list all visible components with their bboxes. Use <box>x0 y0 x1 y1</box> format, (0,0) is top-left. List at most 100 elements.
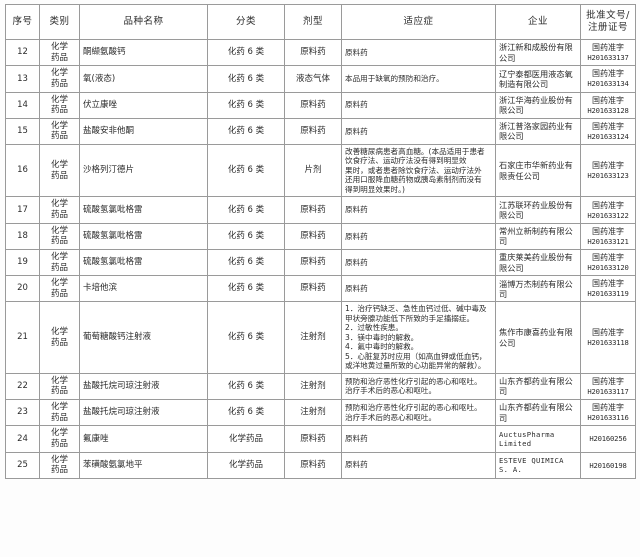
indication-line: 4．氟中毒时的解救。 <box>345 342 419 352</box>
approval-prefix: 国药准字 <box>592 121 624 131</box>
cell-serial-number: 25 <box>5 451 40 479</box>
approval-prefix: 国药准字 <box>592 95 624 105</box>
table-row[interactable]: 15 化学 药品 盐酸安非他酮 化药 6 类原料药 原料药 浙江普洛家园药业有限公司 国药准字… <box>5 117 636 146</box>
cell-category: 化学 药品 <box>39 399 80 427</box>
cell-classification: 化药 6 类 <box>207 91 285 119</box>
category-line2: 药品 <box>50 170 68 181</box>
cell-indication: 原料药 <box>341 222 496 250</box>
cell-dosage-form: 原料药 <box>284 196 342 224</box>
cell-enterprise: 江苏联环药业股份有限公司 <box>495 196 581 224</box>
table-row[interactable]: 21 化学 药品 葡萄糖酸钙注射液 化药 6 类注射剂 1．治疗钙缺乏、急性血钙过低、碱中… <box>5 301 636 374</box>
enterprise-line2: S. A. <box>499 465 523 475</box>
cell-enterprise: 山东齐都药业有限公司 <box>495 399 581 427</box>
column-header-dosage-form: 剂型 <box>284 4 342 40</box>
cell-serial-number: 16 <box>5 143 40 198</box>
indication-line: 预防和治疗恶性化疗引起的恶心和呕吐。 <box>345 403 482 413</box>
cell-approval-number: 国药准字 H201633119 <box>580 275 636 303</box>
cell-enterprise: 常州立新制药有限公司 <box>495 222 581 250</box>
approval-prefix: 国药准字 <box>592 200 624 210</box>
table-row[interactable]: 16 化学 药品 沙格列汀德片 化药 6 类片剂 改善糖尿病患者高血糖。(本品适用于患者饮… <box>5 143 636 198</box>
cell-product-name: 葡萄糖酸钙注射液 <box>79 301 208 374</box>
indication-line: 甲状旁腺功能低下所致的手足搐搦症。 <box>345 313 475 323</box>
cell-indication: 原料药 <box>341 196 496 224</box>
table-row[interactable]: 13 化学 药品 氧(液态) 化药 6 类液态气体 本品用于缺氧的预防和治疗。 辽宁泰都医用… <box>5 65 636 93</box>
approval-prefix: 国药准字 <box>592 69 624 79</box>
cell-product-name: 沙格列汀德片 <box>79 143 208 198</box>
cell-serial-number: 23 <box>5 399 40 427</box>
cell-serial-number: 17 <box>5 196 40 224</box>
cell-classification: 化药 6 类 <box>207 65 285 93</box>
cell-approval-number: H20160198 <box>580 451 636 479</box>
cell-indication: 原料药 <box>341 91 496 119</box>
category-line1: 化学 <box>50 42 68 52</box>
table-row[interactable]: 22 化学 药品 盐酸托烷司琼注射液 化药 6 类注射剂 预防和治疗恶性化疗引起的恶心和呕… <box>5 372 636 401</box>
table-row[interactable]: 24 化学 药品 氟康唑 化学药品 原料药 原料药 AuctusPharma Limited H2… <box>5 425 636 453</box>
indication-line: 改善糖尿病患者高血糖。(本品适用于患者 <box>345 147 485 156</box>
indication-line: 原料药 <box>345 126 368 136</box>
table-row[interactable]: 23 化学 药品 盐酸托烷司琼注射液 化药 6 类注射剂 预防和治疗恶性化疗引起的恶心和呕… <box>5 399 636 427</box>
category-line2: 药品 <box>50 105 68 116</box>
table-row[interactable]: 19 化学 药品 硫酸氢氯吡格雷 化药 6 类原料药 原料药 重庆莱美药业股份有限公司 国药准… <box>5 248 636 277</box>
cell-indication: 原料药 <box>341 275 496 303</box>
table-row[interactable]: 14 化学 药品 伏立康唑 化药 6 类原料药 原料药 浙江华海药业股份有限公司 国药准字 H2… <box>5 91 636 119</box>
table-row[interactable]: 25 化学 药品 苯磺酸氨氯地平 化学药品 原料药 原料药 ESTEVE QUIMICA S. … <box>5 451 636 479</box>
approval-code: H201633122 <box>587 210 629 220</box>
cell-approval-number: 国药准字 H201633117 <box>580 372 636 401</box>
cell-enterprise: AuctusPharma Limited <box>495 425 581 453</box>
cell-enterprise: 石家庄市华新药业有限责任公司 <box>495 143 581 198</box>
cell-dosage-form: 片剂 <box>284 143 342 198</box>
approval-code: H20160198 <box>589 460 627 470</box>
cell-product-name: 氧(液态) <box>79 65 208 93</box>
cell-approval-number: 国药准字 H201633121 <box>580 222 636 250</box>
cell-dosage-form: 原料药 <box>284 275 342 303</box>
table-row[interactable]: 17 化学 药品 硫酸氢氯吡格雷 化药 6 类原料药 原料药 江苏联环药业股份有限公司 国药准… <box>5 196 636 224</box>
enterprise-line1: AuctusPharma <box>499 429 555 439</box>
cell-category: 化学 药品 <box>39 222 80 250</box>
cell-serial-number: 15 <box>5 117 40 146</box>
column-header-enterprise: 企业 <box>495 4 581 40</box>
column-header-approval-number: 批准文号/ 注册证号 <box>580 4 636 40</box>
category-line1: 化学 <box>50 428 68 439</box>
approval-code: H201633128 <box>587 105 629 115</box>
category-line2: 药品 <box>50 78 68 89</box>
cell-enterprise: 重庆莱美药业股份有限公司 <box>495 248 581 277</box>
column-header-product-name: 品种名称 <box>79 4 208 40</box>
header-row: 序号 类别 品种名称 分类 剂型 适应症 企业 批准文号/ 注册证号 <box>5 4 636 40</box>
category-line2: 药品 <box>50 465 68 476</box>
table-row[interactable]: 18 化学 药品 硫酸氢氯吡格雷 化药 6 类原料药 原料药 常州立新制药有限公司 国药准字 H… <box>5 222 636 250</box>
category-line1: 化学 <box>50 94 68 105</box>
category-line1: 化学 <box>50 454 68 465</box>
indication-line: 果时，或者患者除饮食疗法、运动疗法外 <box>345 165 482 175</box>
cell-classification: 化药 6 类 <box>207 117 285 146</box>
approval-prefix: 国药准字 <box>592 226 624 236</box>
cell-serial-number: 12 <box>5 38 40 67</box>
cell-enterprise: 辽宁泰都医用液态氧制造有限公司 <box>495 65 581 93</box>
cell-category: 化学 药品 <box>39 196 80 224</box>
category-line1: 化学 <box>50 251 68 262</box>
indication-line: 治疗手术后的恶心和呕吐。 <box>345 386 437 396</box>
cell-dosage-form: 原料药 <box>284 38 342 67</box>
indication-line: 预防和治疗恶性化疗引起的恶心和呕吐。 <box>345 376 482 386</box>
category-line2: 药品 <box>50 412 68 423</box>
cell-dosage-form: 液态气体 <box>284 65 342 93</box>
table-row[interactable]: 12 化学 药品 酮缬氨酸钙 化药 6 类原料药 原料药 浙江新和成股份有限公司 国药准字 H2… <box>5 38 636 67</box>
indication-line: 得到明显效果时。) <box>345 184 405 194</box>
cell-serial-number: 14 <box>5 91 40 119</box>
cell-classification: 化药 6 类 <box>207 248 285 277</box>
cell-enterprise: 焦作市康喜药业有限公司 <box>495 301 581 374</box>
cell-classification: 化药 6 类 <box>207 372 285 401</box>
cell-enterprise: 浙江普洛家园药业有限公司 <box>495 117 581 146</box>
indication-line: 原料药 <box>345 284 368 294</box>
cell-classification: 化学药品 <box>207 451 285 479</box>
approval-prefix: 国药准字 <box>592 253 624 263</box>
cell-category: 化学 药品 <box>39 248 80 277</box>
cell-classification: 化药 6 类 <box>207 399 285 427</box>
cell-classification: 化药 6 类 <box>207 301 285 374</box>
category-line1: 化学 <box>50 402 68 413</box>
cell-product-name: 盐酸安非他酮 <box>79 117 208 146</box>
table-row[interactable]: 20 化学 药品 卡培他滨 化药 6 类原料药 原料药 淄博万杰制药有限公司 国药准字 H201… <box>5 275 636 303</box>
indication-line: 还用口服降血糖药物或胰岛素制剂而没有 <box>345 175 482 185</box>
category-line1: 化学 <box>50 326 68 337</box>
enterprise-line1: ESTEVE QUIMICA <box>499 456 564 466</box>
